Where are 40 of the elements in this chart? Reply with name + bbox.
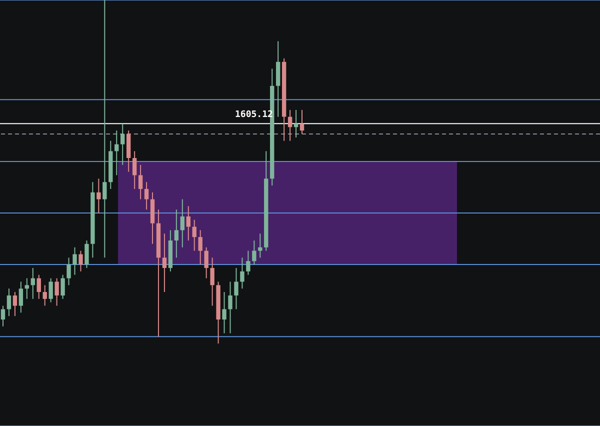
candlestick bbox=[228, 281, 232, 334]
candlestick bbox=[234, 267, 238, 310]
candlestick bbox=[120, 123, 125, 166]
candlestick bbox=[30, 267, 35, 300]
candlestick bbox=[246, 250, 250, 276]
candlestick bbox=[48, 278, 53, 303]
candlestick bbox=[84, 240, 89, 268]
candlestick bbox=[96, 178, 101, 214]
candlestick bbox=[6, 288, 12, 317]
candlestick bbox=[258, 233, 262, 258]
candlestick bbox=[294, 109, 298, 138]
candlestick bbox=[180, 198, 184, 248]
candlestick bbox=[0, 305, 6, 327]
candlestick bbox=[186, 206, 190, 241]
candlestick bbox=[162, 233, 167, 293]
candlestick bbox=[288, 109, 292, 142]
candlestick bbox=[132, 150, 137, 190]
candlestick bbox=[60, 274, 65, 300]
candlestick bbox=[198, 230, 202, 266]
candlestick bbox=[66, 257, 71, 286]
candlestick bbox=[204, 246, 208, 279]
candlestick bbox=[138, 164, 143, 200]
candlestick bbox=[144, 182, 149, 210]
candlestick bbox=[12, 292, 18, 317]
candlestick bbox=[192, 219, 196, 252]
candlestick bbox=[174, 209, 179, 258]
candlestick bbox=[78, 250, 83, 272]
candlestick bbox=[222, 292, 226, 334]
candlestick bbox=[114, 130, 119, 176]
candlestick bbox=[252, 240, 256, 266]
candlestick bbox=[24, 278, 30, 300]
candlestick bbox=[102, 0, 107, 258]
candlestick bbox=[72, 246, 77, 276]
candlestick bbox=[240, 257, 244, 290]
candlestick bbox=[36, 274, 41, 300]
candlestick bbox=[300, 109, 304, 134]
candlestick bbox=[54, 278, 59, 306]
candlestick bbox=[18, 281, 24, 314]
candlestick bbox=[42, 284, 47, 306]
candlestick bbox=[210, 257, 214, 306]
